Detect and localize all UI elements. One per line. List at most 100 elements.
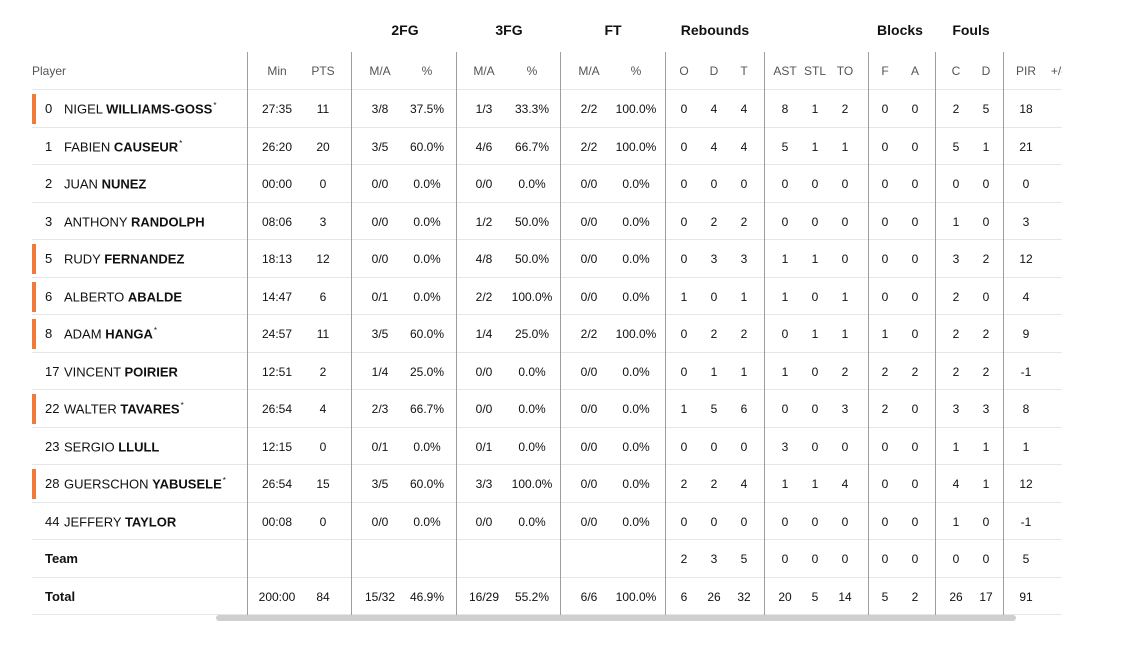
cell-pts: 20 bbox=[316, 139, 330, 154]
cell-reb-o: 0 bbox=[680, 439, 688, 454]
cell-fg3-pct: 66.7% bbox=[514, 139, 550, 154]
header-stl[interactable]: STL bbox=[803, 64, 827, 78]
header-fg3-pct[interactable]: % bbox=[526, 64, 538, 78]
table-row[interactable]: 23 SERGIO LLULL 12:15 0 0/1 0.0% 0/1 0.0% 0/0 0.0… bbox=[32, 428, 1062, 465]
player-name[interactable]: ANTHONY RANDOLPH bbox=[64, 214, 206, 229]
header-ft-ma[interactable]: M/A bbox=[578, 64, 600, 78]
team-label: Team bbox=[45, 551, 78, 566]
header-pm[interactable]: +/- bbox=[1050, 64, 1062, 78]
header-fg2-pct[interactable]: % bbox=[421, 64, 433, 78]
table-row[interactable]: 44 JEFFERY TAYLOR 00:08 0 0/0 0.0% 0/0 0.0% 0/0 0… bbox=[32, 503, 1062, 540]
player-name[interactable]: GUERSCHON YABUSELE* bbox=[64, 476, 226, 491]
column-divider bbox=[560, 52, 561, 615]
header-ast[interactable]: AST bbox=[773, 64, 797, 78]
table-row[interactable]: 0 NIGEL WILLIAMS-GOSS* 27:35 11 3/8 37.5% 1/3 3… bbox=[32, 90, 1062, 128]
cell-foul-d: 1 bbox=[982, 139, 990, 154]
header-fg3-ma[interactable]: M/A bbox=[473, 64, 495, 78]
header-fg2-ma[interactable]: M/A bbox=[369, 64, 391, 78]
player-last-name: RANDOLPH bbox=[130, 213, 205, 229]
cell-reb-o: 0 bbox=[680, 327, 688, 341]
table-row[interactable]: 2 JUAN NUNEZ 00:00 0 0/0 0.0% 0/0 0.0% 0/0 0.0% 0 0… bbox=[32, 165, 1062, 203]
cell-fg2-pct: 0.0% bbox=[413, 289, 441, 304]
cell-reb-t: 4 bbox=[740, 477, 748, 491]
header-player[interactable]: Player bbox=[32, 64, 67, 78]
cell-ft-pct: 100.0% bbox=[615, 589, 657, 604]
player-name[interactable]: JUAN NUNEZ bbox=[64, 176, 147, 191]
header-blk-f[interactable]: F bbox=[881, 64, 889, 78]
header-pts[interactable]: PTS bbox=[311, 64, 335, 78]
cell-fg2-pct: 25.0% bbox=[409, 364, 445, 379]
header-ft-pct[interactable]: % bbox=[630, 64, 642, 78]
table-row[interactable]: 22 WALTER TAVARES* 26:54 4 2/3 66.7% 0/0 0.0% 0/… bbox=[32, 390, 1062, 428]
cell-ast: 1 bbox=[781, 252, 789, 266]
header-reb-d[interactable]: D bbox=[709, 64, 719, 78]
cell-reb-t: 5 bbox=[740, 552, 748, 566]
header-foul-c[interactable]: C bbox=[951, 64, 961, 78]
table-row[interactable]: 8 ADAM HANGA* 24:57 11 3/5 60.0% 1/4 25.0% 2/2 10… bbox=[32, 315, 1062, 353]
header-reb-t[interactable]: T bbox=[740, 64, 748, 78]
cell-ft-pct: 0.0% bbox=[622, 289, 650, 304]
table-row[interactable]: 3 ANTHONY RANDOLPH 08:06 3 0/0 0.0% 1/2 50.0% 0/… bbox=[32, 203, 1062, 240]
player-first-name: ALBERTO bbox=[64, 288, 125, 304]
cell-fg3-pct: 0.0% bbox=[518, 177, 546, 191]
player-name[interactable]: SERGIO LLULL bbox=[64, 439, 160, 454]
cell-fg3-ma: 1/4 bbox=[475, 327, 493, 341]
player-number: 17 bbox=[45, 363, 60, 379]
cell-to: 4 bbox=[841, 477, 849, 491]
cell-stl: 0 bbox=[811, 402, 819, 416]
header-pir[interactable]: PIR bbox=[1015, 64, 1037, 78]
table-row[interactable]: 28 GUERSCHON YABUSELE* 26:54 15 3/5 60.0% 3/3 1… bbox=[32, 465, 1062, 503]
player-name[interactable]: NIGEL WILLIAMS-GOSS* bbox=[64, 101, 216, 116]
cell-to: 1 bbox=[841, 139, 849, 154]
player-first-name: SERGIO bbox=[64, 438, 115, 454]
player-number: 1 bbox=[45, 138, 53, 154]
cell-ast: 1 bbox=[781, 364, 789, 379]
cell-min: 18:13 bbox=[261, 252, 293, 266]
cell-fg3-ma: 16/29 bbox=[468, 589, 500, 604]
header-blk-a[interactable]: A bbox=[910, 64, 920, 78]
cell-fg3-ma: 0/0 bbox=[475, 364, 493, 379]
table-row[interactable]: 5 RUDY FERNANDEZ 18:13 12 0/0 0.0% 4/8 50.0% 0/0… bbox=[32, 240, 1062, 278]
player-name[interactable]: JEFFERY TAYLOR bbox=[64, 514, 177, 529]
player-name[interactable]: FABIEN CAUSEUR* bbox=[64, 139, 182, 154]
header-min[interactable]: Min bbox=[267, 64, 287, 78]
player-name[interactable]: ALBERTO ABALDE bbox=[64, 289, 183, 304]
cell-foul-d: 5 bbox=[982, 102, 990, 116]
cell-fg2-ma: 1/4 bbox=[371, 364, 389, 379]
header-foul-d[interactable]: D bbox=[981, 64, 991, 78]
cell-pts: 4 bbox=[319, 402, 327, 416]
cell-reb-t: 1 bbox=[740, 364, 748, 379]
cell-fg3-ma: 0/0 bbox=[475, 177, 493, 191]
header-reb-o[interactable]: O bbox=[679, 64, 689, 78]
table-row[interactable]: 6 ALBERTO ABALDE 14:47 6 0/1 0.0% 2/2 100.0% 0/0… bbox=[32, 278, 1062, 315]
cell-ast: 0 bbox=[781, 552, 789, 566]
cell-ast: 20 bbox=[778, 589, 792, 604]
player-name[interactable]: ADAM HANGA* bbox=[64, 326, 157, 341]
header-to[interactable]: TO bbox=[836, 64, 854, 78]
cell-fg3-ma: 0/0 bbox=[475, 514, 493, 529]
cell-blk-a: 0 bbox=[911, 327, 919, 341]
cell-pir: 21 bbox=[1019, 139, 1033, 154]
table-row[interactable]: 17 VINCENT POIRIER 12:51 2 1/4 25.0% 0/0 0.0% 0/… bbox=[32, 353, 1062, 390]
cell-fg3-ma: 4/6 bbox=[475, 139, 493, 154]
table-row[interactable]: 1 FABIEN CAUSEUR* 26:20 20 3/5 60.0% 4/6 66.7% 2… bbox=[32, 128, 1062, 165]
cell-foul-c: 1 bbox=[952, 514, 960, 529]
player-name[interactable]: VINCENT POIRIER bbox=[64, 364, 179, 379]
total-row: Total 200:00 84 15/32 46.9% 16/29 55.2% 6/6 100.… bbox=[32, 578, 1062, 615]
player-name[interactable]: WALTER TAVARES* bbox=[64, 401, 184, 416]
cell-reb-d: 5 bbox=[710, 402, 718, 416]
horizontal-scrollbar[interactable] bbox=[216, 615, 1016, 621]
cell-min: 27:35 bbox=[261, 102, 293, 116]
cell-fg2-pct: 46.9% bbox=[409, 589, 445, 604]
cell-pir: 12 bbox=[1019, 477, 1033, 491]
cell-pir: 1 bbox=[1022, 439, 1030, 454]
cell-fg2-pct: 0.0% bbox=[413, 252, 441, 266]
column-divider bbox=[1003, 52, 1004, 615]
cell-blk-f: 0 bbox=[881, 514, 889, 529]
cell-reb-t: 1 bbox=[740, 289, 748, 304]
cell-ft-ma: 2/2 bbox=[580, 327, 598, 341]
cell-foul-d: 0 bbox=[982, 552, 990, 566]
player-name[interactable]: RUDY FERNANDEZ bbox=[64, 251, 185, 266]
cell-reb-d: 3 bbox=[710, 552, 718, 566]
cell-ast: 0 bbox=[781, 214, 789, 229]
